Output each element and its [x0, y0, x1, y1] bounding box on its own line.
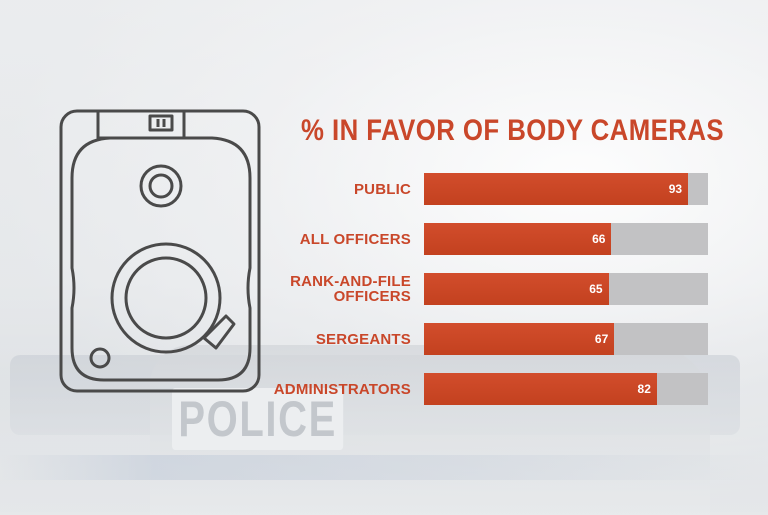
bar — [424, 273, 609, 305]
category-label: SERGEANTS — [261, 332, 411, 347]
camera-sensor-outer — [139, 164, 183, 208]
bar-track: 67 — [424, 323, 708, 355]
camera-top-button — [148, 114, 174, 132]
bar-value-label: 82 — [637, 382, 651, 396]
bar-track: 93 — [424, 173, 708, 205]
bar-track: 66 — [424, 223, 708, 255]
camera-sensor-inner — [148, 173, 174, 199]
category-label-line: PUBLIC — [353, 180, 411, 198]
category-label-line: RANK-AND-FILE — [290, 273, 411, 290]
camera-inner-body — [70, 136, 252, 382]
bar-value-label: 66 — [592, 232, 606, 246]
category-label: RANK-AND-FILE OFFICERS — [261, 274, 411, 304]
background-stripe — [0, 455, 768, 480]
background-police-text: POLICE — [172, 388, 344, 450]
bar — [424, 373, 657, 405]
body-camera-icon — [59, 109, 261, 393]
category-label-line: ALL OFFICERS — [299, 230, 411, 248]
bar-track: 65 — [424, 273, 708, 305]
camera-lens-inner — [124, 256, 208, 340]
category-label-line: ADMINISTRATORS — [273, 380, 411, 398]
category-label: ADMINISTRATORS — [261, 382, 411, 397]
category-label: ALL OFFICERS — [261, 232, 411, 247]
bar — [424, 323, 615, 355]
bar — [424, 173, 689, 205]
chart-title: % IN FAVOR OF BODY CAMERAS — [301, 114, 725, 147]
category-label: PUBLIC — [261, 182, 411, 197]
bar-track: 82 — [424, 373, 708, 405]
bar-value-label: 93 — [668, 182, 683, 196]
bar-value-label: 65 — [589, 282, 603, 296]
category-label-line: SERGEANTS — [315, 330, 411, 348]
camera-indicator-light — [89, 347, 111, 369]
category-label-line: OFFICERS — [333, 288, 411, 305]
bar — [424, 223, 612, 255]
camera-outer-body — [59, 109, 261, 393]
camera-lens-tab — [202, 314, 236, 350]
bar-value-label: 67 — [594, 332, 609, 346]
camera-lens-outer — [110, 242, 222, 354]
